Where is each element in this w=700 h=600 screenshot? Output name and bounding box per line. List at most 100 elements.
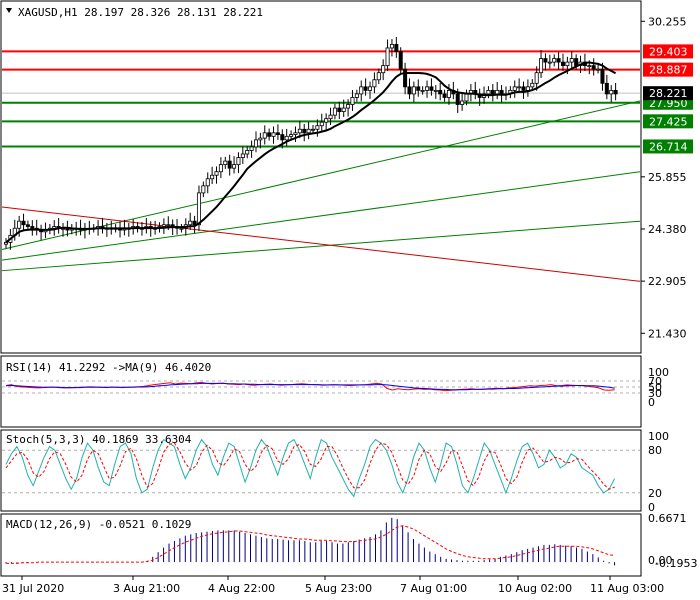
candle-body: [201, 185, 206, 194]
candle-body: [337, 107, 342, 112]
candle-body: [328, 114, 333, 120]
candle-body: [394, 44, 399, 52]
candle-body: [179, 227, 184, 230]
candle-body: [604, 82, 609, 95]
trendlines-layer: [1, 100, 641, 282]
candle-body: [438, 89, 443, 95]
candle-body: [17, 220, 22, 229]
candle-body: [297, 128, 302, 134]
candle-body: [565, 61, 570, 67]
candle-body: [359, 86, 364, 95]
candle-body: [25, 224, 30, 227]
rsi-ytick-label: 50: [648, 381, 662, 394]
main-header-text: XAGUSD,H1 28.197 28.326 28.131 28.221: [18, 6, 263, 19]
candle-body: [433, 89, 438, 92]
current-price-tag: [643, 86, 693, 101]
level-tag: [643, 114, 693, 129]
rsi-ytick-label: 70: [648, 375, 662, 388]
main-ytick-label: 22.905: [648, 275, 687, 288]
stoch-header-text: Stoch(5,3,3) 40.1869 33.6304: [6, 433, 192, 446]
candle-body: [188, 220, 193, 226]
xtick-label: 3 Aug 21:00: [113, 582, 180, 595]
candle-body: [411, 86, 416, 95]
candle-body: [416, 86, 421, 91]
candle-body: [560, 61, 565, 67]
candle-body: [267, 132, 272, 137]
level-tag-label: 29.403: [649, 45, 688, 58]
candle-body: [161, 224, 166, 227]
candle-body: [306, 128, 311, 134]
candle-body: [271, 132, 276, 137]
candle-body: [530, 82, 535, 88]
candle-body: [218, 164, 223, 173]
candle-body: [442, 93, 447, 98]
macd-ytick-label: -0.1953: [655, 557, 697, 570]
xtick-label: 5 Aug 23:00: [305, 582, 372, 595]
moving-average-layer: [5, 61, 617, 244]
rsi-pane-frame: [0, 355, 642, 428]
macd-ytick-label: 0.6671: [648, 512, 687, 525]
dropdown-triangle-icon: [6, 8, 12, 13]
xtick-label: 31 Jul 2020: [2, 582, 64, 595]
candle-body: [249, 146, 254, 151]
candle-body: [460, 100, 465, 105]
xtick-label: 7 Aug 01:00: [400, 582, 467, 595]
candle-body: [574, 58, 579, 67]
candle-body: [4, 242, 9, 245]
candle-body: [420, 89, 425, 92]
candle-body: [236, 157, 241, 166]
level-tag: [643, 44, 693, 59]
xtick-label: 4 Aug 22:00: [208, 582, 275, 595]
candle-body: [289, 134, 294, 137]
candle-body: [543, 58, 548, 63]
level-tag-label: 27.425: [649, 115, 688, 128]
stoch-series-line: [5, 442, 615, 490]
level-tag-label: 28.887: [649, 64, 688, 77]
xtick-label: 11 Aug 03:00: [590, 582, 664, 595]
candle-body: [205, 178, 210, 187]
candle-body: [425, 86, 430, 91]
candle-body: [284, 135, 289, 141]
candle-body: [310, 128, 315, 131]
candle-body: [429, 86, 434, 91]
candle-body: [275, 132, 280, 135]
candle-body: [569, 58, 574, 63]
macd-header-text: MACD(12,26,9) -0.0521 0.1029: [6, 518, 191, 531]
main-ytick-label: 24.380: [648, 223, 687, 236]
rsi-header-text: RSI(14) 41.2292 ->MA(9) 46.4020: [6, 361, 211, 374]
main-header: XAGUSD,H1 28.197 28.326 28.131 28.221: [6, 6, 263, 19]
rsi-series-line: [5, 382, 615, 391]
candle-body: [525, 86, 530, 91]
rsi-ytick-label: 100: [648, 366, 669, 379]
candle-body: [495, 89, 500, 95]
candle-body: [596, 68, 601, 71]
stoch-ytick-label: 0: [648, 501, 655, 514]
candle-body: [613, 89, 618, 95]
candle-body: [446, 89, 451, 98]
candle-body: [245, 150, 250, 155]
stoch-layer: [2, 438, 640, 498]
macd-pane-frame: [0, 513, 642, 577]
macd-ytick-label: 0.00: [648, 554, 673, 567]
stoch-series-line: [5, 438, 616, 498]
candle-body: [196, 192, 201, 226]
candle-body: [381, 65, 386, 74]
candle-body: [52, 226, 57, 229]
axes-layer: 30.25525.85524.38022.90521.4301007050300…: [2, 15, 697, 595]
candle-body: [368, 86, 373, 91]
candle-body: [372, 79, 377, 88]
candle-body: [210, 174, 215, 180]
stoch-ytick-label: 20: [648, 487, 662, 500]
level-tag: [643, 62, 693, 77]
candle-body: [398, 51, 403, 70]
candle-body: [499, 89, 504, 95]
candle-body: [315, 125, 320, 130]
candle-body: [556, 58, 561, 63]
candle-body: [534, 72, 539, 84]
candle-body: [253, 139, 258, 148]
candle-body: [223, 160, 228, 166]
candle-body: [600, 68, 605, 84]
current-price-label: 28.221: [649, 87, 688, 100]
candle-body: [464, 93, 469, 102]
